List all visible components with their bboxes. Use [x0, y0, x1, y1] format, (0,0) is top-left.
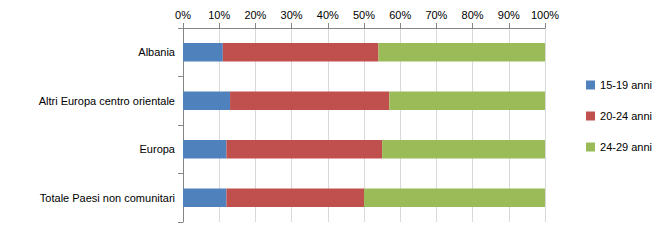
svg-text:0%: 0% — [175, 9, 191, 21]
svg-text:30%: 30% — [281, 9, 303, 21]
svg-text:100%: 100% — [531, 9, 559, 21]
svg-text:50%: 50% — [353, 9, 375, 21]
svg-text:15-19 anni: 15-19 anni — [600, 79, 652, 91]
svg-text:80%: 80% — [462, 9, 484, 21]
svg-text:Europa: Europa — [140, 143, 176, 155]
svg-text:Altri Europa centro orientale: Altri Europa centro orientale — [39, 95, 175, 107]
svg-text:20%: 20% — [244, 9, 266, 21]
svg-text:40%: 40% — [317, 9, 339, 21]
svg-text:10%: 10% — [208, 9, 230, 21]
svg-text:24-29 anni: 24-29 anni — [600, 141, 652, 153]
svg-text:60%: 60% — [389, 9, 411, 21]
svg-text:Albania: Albania — [138, 46, 176, 58]
svg-text:90%: 90% — [498, 9, 520, 21]
svg-text:Totale Paesi non comunitari: Totale Paesi non comunitari — [40, 192, 175, 204]
svg-text:20-24 anni: 20-24 anni — [600, 110, 652, 122]
svg-text:70%: 70% — [425, 9, 447, 21]
